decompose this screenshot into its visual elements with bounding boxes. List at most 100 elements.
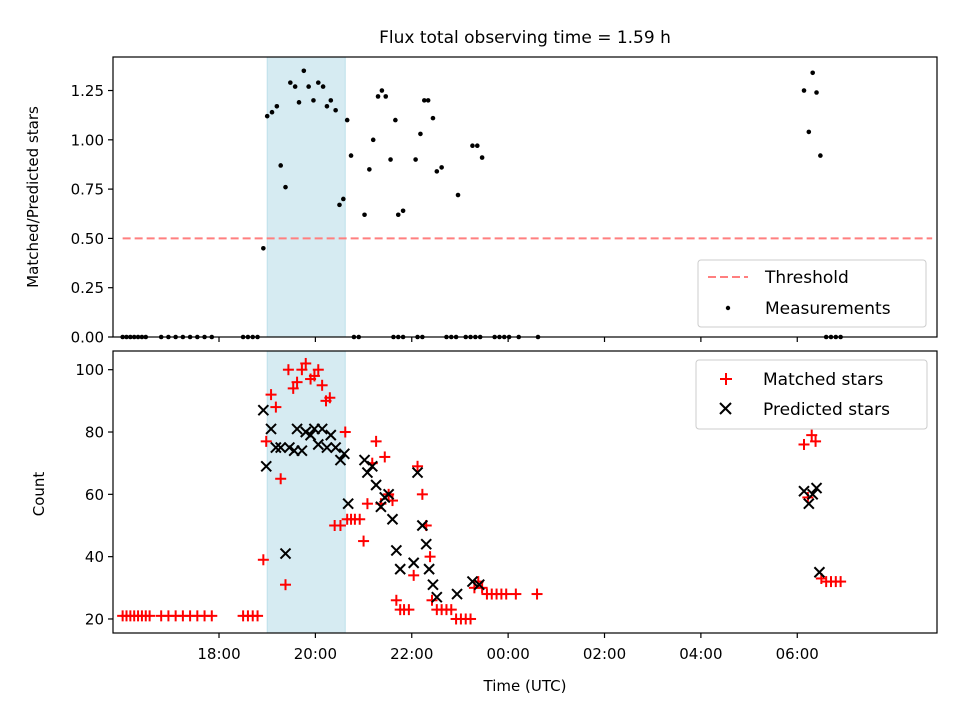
measurement-point <box>288 80 293 85</box>
bottom-x-tick-label: 00:00 <box>487 645 530 663</box>
matched-stars-point <box>270 401 282 413</box>
bottom-x-tick-label: 02:00 <box>583 645 626 663</box>
measurement-point <box>320 84 326 89</box>
matched-stars-point <box>835 576 847 588</box>
matched-stars-point <box>361 498 373 510</box>
bottom-shaded-region <box>266 350 346 634</box>
top-y-tick-label: 0.75 <box>71 181 104 199</box>
measurement-point <box>818 153 823 158</box>
matched-stars-point <box>144 610 156 622</box>
bottom-y-tick-label: 40 <box>85 548 104 566</box>
measurement-point <box>393 117 398 123</box>
measurement-point <box>810 70 815 76</box>
measurement-point <box>439 165 444 170</box>
measurement-point <box>375 94 381 99</box>
matched-stars-point <box>426 594 438 606</box>
matched-stars-point <box>416 488 428 500</box>
top-axes-frame <box>112 56 938 338</box>
predicted-stars-point <box>321 441 333 454</box>
predicted-stars-point <box>382 488 395 501</box>
predicted-stars-legend-label: Predicted stars <box>763 400 890 420</box>
matched-stars-point <box>260 435 272 447</box>
measurement-point <box>296 100 302 105</box>
matched-stars-point <box>257 554 269 566</box>
matched-stars-point <box>510 588 522 600</box>
predicted-stars-point <box>375 501 387 513</box>
predicted-stars-point <box>420 538 432 550</box>
measurement-point <box>388 157 393 162</box>
measurements-legend-swatch <box>725 305 731 311</box>
predicted-stars-point <box>325 429 337 441</box>
predicted-stars-point <box>257 404 270 416</box>
predicted-stars-point <box>334 454 347 466</box>
bottom-y-tick-label: 100 <box>75 361 104 379</box>
matched-stars-point <box>308 370 320 382</box>
measurement-point <box>348 153 354 158</box>
measurement-point <box>421 98 427 103</box>
measurement-point <box>400 208 406 214</box>
predicted-stars-point <box>466 575 479 588</box>
matched-stars-point <box>806 429 818 441</box>
bottom-legend-box <box>695 359 928 430</box>
predicted-stars-point <box>304 429 317 441</box>
predicted-stars-point <box>806 488 819 501</box>
predicted-stars-point <box>370 479 382 491</box>
measurement-point <box>264 113 270 119</box>
predicted-stars-point <box>431 591 443 603</box>
measurement-point <box>395 212 401 218</box>
top-y-tick-label: 0.25 <box>71 279 104 297</box>
bottom-x-axis-label: Time (UTC) <box>483 677 567 695</box>
measurement-point <box>344 117 350 123</box>
measurement-point <box>814 90 819 95</box>
bottom-plot-area: 20 40 60 80 100 18:00 20:00 22:00 00:00 02:00 04:0… <box>75 350 938 663</box>
matched-stars-point <box>316 379 328 391</box>
measurement-point <box>470 143 475 149</box>
matched-stars-point <box>370 435 382 447</box>
bottom-x-tick-label: 06:00 <box>776 645 819 663</box>
matched-stars-point <box>798 438 810 450</box>
top-shaded-region <box>266 56 346 338</box>
bottom-y-tick-label: 60 <box>85 486 104 504</box>
predicted-stars-point <box>427 578 439 591</box>
matched-stars-point <box>296 364 308 376</box>
bottom-y-axis-label: Count <box>30 472 48 517</box>
predicted-stars-point <box>451 588 463 600</box>
matched-stars-legend-swatch <box>720 373 732 385</box>
bottom-x-tick-label: 18:00 <box>197 645 240 663</box>
predicted-stars-point <box>338 448 351 460</box>
bottom-y-tick-label: 20 <box>85 610 104 628</box>
matched-stars-point <box>465 613 477 625</box>
predicted-stars-point <box>296 445 308 457</box>
predicted-stars-point <box>390 544 403 557</box>
matched-stars-point <box>354 513 366 525</box>
top-y-tick-label: 0.00 <box>71 329 104 347</box>
measurement-point <box>367 167 372 172</box>
measurement-point <box>301 68 307 74</box>
predicted-stars-point <box>798 485 810 497</box>
predicted-stars-point <box>366 460 378 472</box>
matched-stars-point <box>810 435 822 447</box>
predicted-stars-point <box>810 482 823 494</box>
measurement-point <box>274 103 280 109</box>
measurement-point <box>425 98 431 103</box>
measurement-point <box>324 103 330 109</box>
matched-stars-point <box>206 610 218 622</box>
top-y-tick-label: 0.50 <box>71 230 104 248</box>
predicted-stars-legend-swatch <box>719 402 732 415</box>
measurement-point <box>801 88 807 93</box>
threshold-legend-label: Threshold <box>764 268 849 288</box>
matched-stars-point <box>408 569 420 581</box>
predicted-stars-point <box>270 441 282 454</box>
predicted-stars-point <box>291 423 303 435</box>
matched-stars-point <box>500 588 512 600</box>
matched-stars-point <box>265 389 277 401</box>
matched-stars-point <box>252 610 264 622</box>
predicted-stars-point <box>407 557 420 569</box>
predicted-stars-point <box>423 563 435 575</box>
predicted-stars-point <box>411 466 424 479</box>
matched-stars-point <box>403 604 415 616</box>
predicted-stars-point <box>358 454 371 466</box>
measurement-point <box>328 98 334 103</box>
measurement-point <box>315 80 321 85</box>
measurement-point <box>479 155 485 160</box>
